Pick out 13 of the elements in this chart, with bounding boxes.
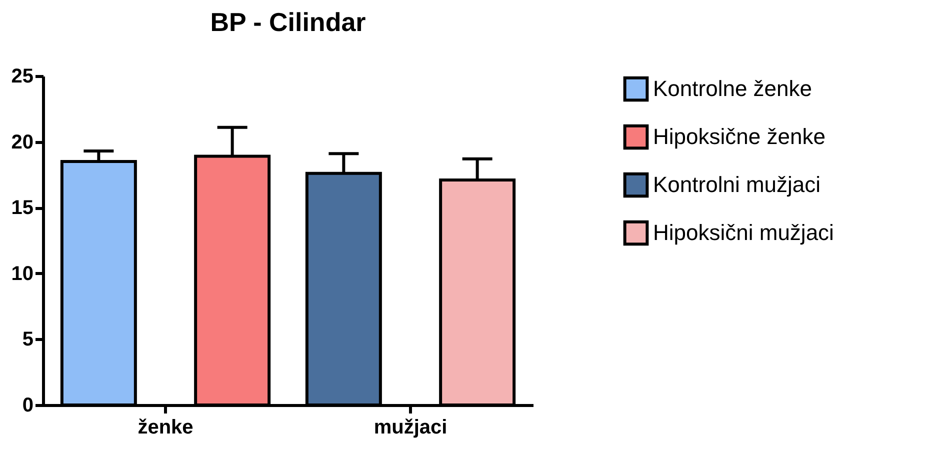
y-tick-label: 10: [11, 262, 34, 285]
y-tick-label: 0: [22, 394, 34, 416]
chart-title: BP - Cilindar: [210, 7, 366, 37]
y-tick-label: 15: [11, 197, 34, 220]
legend-label: Hipoksične ženke: [653, 124, 826, 149]
x-tick-label: ženke: [138, 416, 194, 438]
y-tick-label: 20: [11, 131, 34, 154]
legend-label: Kontrolni mužjaci: [653, 172, 821, 197]
y-tick-label: 5: [22, 328, 34, 351]
x-tick-label: mužjaci: [374, 416, 448, 438]
y-tick-label: 25: [11, 66, 34, 88]
legend-label: Hipoksični mužjaci: [653, 220, 834, 245]
legend-label: Kontrolne ženke: [653, 76, 812, 101]
